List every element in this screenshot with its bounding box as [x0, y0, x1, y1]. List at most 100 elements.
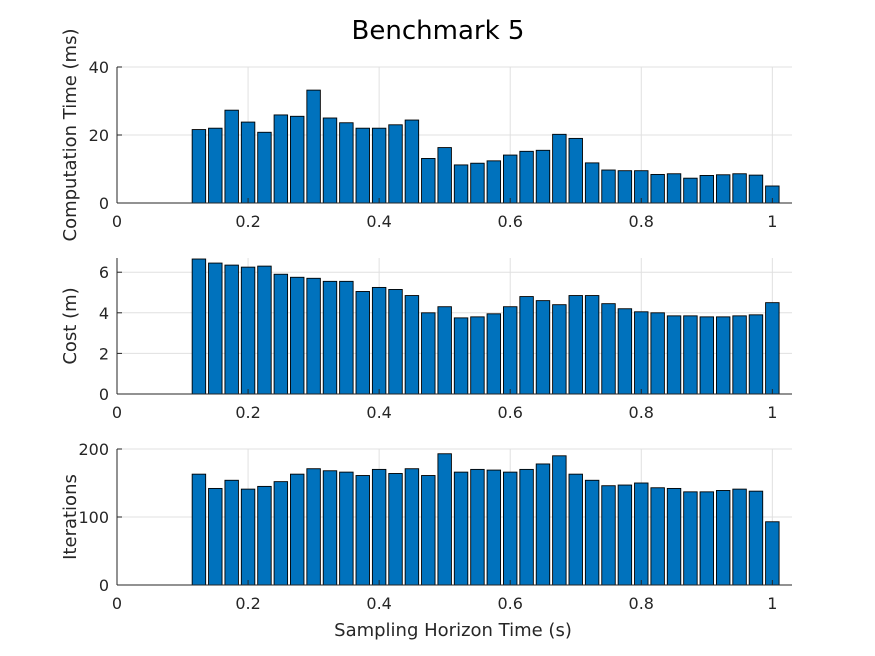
- bar: [257, 131, 272, 204]
- bar: [486, 160, 502, 204]
- bar: [470, 468, 485, 586]
- bar: [552, 455, 567, 586]
- bar: [388, 473, 403, 586]
- figure-title: Benchmark 5: [352, 16, 525, 46]
- subplot-1: 0 0.2 0.4 0.6 0.8 1 0 20 40 Computation Time (ms): [60, 29, 792, 242]
- bar: [634, 482, 649, 586]
- bar: [437, 147, 452, 204]
- bar: [634, 311, 649, 395]
- bar: [208, 127, 223, 204]
- x-tick-label: 0.8: [629, 212, 654, 231]
- bar: [584, 479, 600, 586]
- x-tick-label: 0.6: [497, 594, 522, 613]
- bar: [273, 114, 289, 204]
- bar: [306, 277, 321, 395]
- bar: [470, 316, 485, 395]
- bar: [486, 313, 502, 395]
- bar: [601, 169, 616, 204]
- x-tick-label: 0.6: [497, 212, 522, 231]
- bar: [208, 262, 223, 395]
- bar: [617, 308, 633, 395]
- y-axis-label: Iterations: [60, 474, 81, 560]
- bar: [453, 164, 469, 204]
- x-axis-label: Sampling Horizon Time (s): [334, 620, 572, 641]
- bar: [257, 485, 272, 586]
- y-tick-label: 200: [78, 440, 109, 459]
- bar: [666, 315, 682, 395]
- bar: [683, 315, 698, 395]
- bar: [535, 149, 551, 204]
- bar: [666, 173, 682, 204]
- bar: [601, 485, 616, 586]
- bar: [371, 286, 387, 395]
- bar: [257, 265, 272, 395]
- bar: [568, 137, 583, 204]
- bar: [322, 280, 338, 395]
- x-tick-label: 0.2: [235, 212, 260, 231]
- bar: [421, 475, 436, 586]
- x-tick-label: 1: [767, 403, 777, 422]
- bar: [339, 122, 354, 204]
- bar: [732, 315, 747, 395]
- bar: [617, 484, 633, 586]
- x-tick-label: 0.4: [366, 594, 391, 613]
- bar: [191, 129, 207, 204]
- x-tick-label: 0.8: [629, 594, 654, 613]
- x-tick-label: 0.4: [366, 212, 391, 231]
- bar: [322, 117, 338, 204]
- bar: [699, 316, 715, 395]
- y-tick-label: 2: [99, 344, 109, 363]
- x-tick-label: 0: [112, 594, 122, 613]
- y-tick-label: 0: [99, 194, 109, 213]
- bar: [339, 471, 354, 586]
- bar: [437, 306, 452, 395]
- bar: [519, 150, 534, 204]
- bar: [404, 468, 420, 586]
- bar: [715, 316, 731, 395]
- subplot-2: 0 0.2 0.4 0.6 0.8 1 0 2 4 6 Cost (m): [60, 258, 792, 422]
- bar: [388, 124, 403, 204]
- bar: [240, 266, 256, 395]
- bar: [224, 264, 239, 395]
- bar: [584, 295, 600, 395]
- bar: [765, 521, 780, 586]
- y-axis-label: Computation Time (ms): [60, 29, 81, 242]
- x-tick-label: 0.2: [235, 403, 260, 422]
- bar: [240, 121, 256, 204]
- x-tick-label: 0: [112, 212, 122, 231]
- y-tick-label: 100: [78, 508, 109, 527]
- bar: [470, 162, 485, 204]
- bar: [584, 162, 600, 204]
- bar: [421, 158, 436, 204]
- bar: [306, 89, 321, 204]
- bar: [404, 295, 420, 395]
- bar: [699, 491, 715, 586]
- bar: [568, 473, 583, 586]
- bar: [191, 473, 207, 586]
- bar: [552, 133, 567, 204]
- bar: [240, 488, 256, 586]
- bar: [503, 471, 518, 586]
- bar: [453, 471, 469, 586]
- bar: [290, 473, 305, 586]
- bar: [404, 119, 420, 204]
- subplot-3: 0 0.2 0.4 0.6 0.8 1 0 100 200 Iterations: [60, 440, 792, 613]
- x-tick-label: 0.2: [235, 594, 260, 613]
- bar: [273, 481, 289, 586]
- bar: [748, 490, 764, 586]
- bar: [290, 276, 305, 395]
- bar: [715, 174, 731, 204]
- bar: [503, 154, 518, 204]
- y-tick-label: 6: [99, 263, 109, 282]
- bar: [715, 490, 731, 586]
- bar: [290, 115, 305, 204]
- bar: [650, 173, 665, 204]
- x-tick-label: 1: [767, 212, 777, 231]
- bar: [191, 258, 207, 395]
- bar: [355, 127, 370, 204]
- bar: [355, 291, 370, 395]
- bar: [486, 469, 502, 586]
- bar: [208, 487, 223, 586]
